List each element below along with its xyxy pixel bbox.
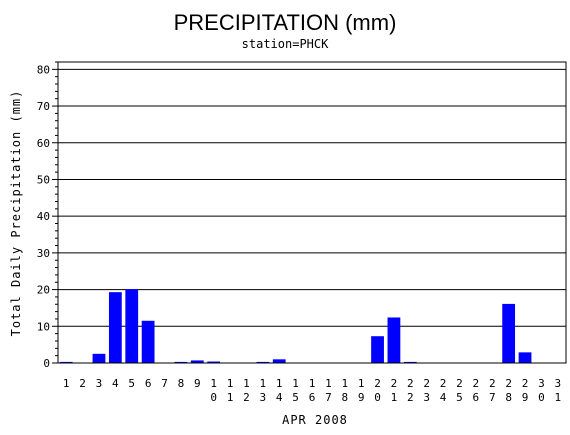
y-tick-label: 80 [37, 63, 50, 76]
x-tick-label: 4 [112, 377, 119, 390]
bar-day-1 [59, 361, 73, 363]
bar-day-29 [518, 352, 532, 363]
bar-day-21 [387, 317, 401, 363]
bar-day-28 [502, 303, 516, 363]
bar-day-8 [174, 361, 188, 363]
y-tick-label: 0 [43, 357, 50, 370]
y-tick-label: 50 [37, 173, 50, 186]
bar-day-9 [190, 360, 204, 363]
y-tick-label: 40 [37, 210, 50, 223]
y-tick-label: 30 [37, 247, 50, 260]
bars [59, 289, 532, 363]
y-axis-ticks: 0 10 20 30 40 50 60 70 80 [37, 61, 58, 370]
x-axis-label: APR 2008 [282, 413, 348, 427]
x-tick-label: 3 [96, 377, 103, 390]
x-tick-label: 2 [79, 377, 86, 390]
x-tick-label: 5 [128, 377, 135, 390]
bar-day-20 [371, 336, 384, 363]
bar-day-4 [108, 292, 122, 363]
bar-day-5 [125, 289, 139, 363]
y-tick-label: 70 [37, 100, 50, 113]
plot-frame [57, 61, 567, 364]
x-tick-label: 9 [194, 377, 201, 390]
chart-subtitle: station=PHCK [242, 37, 329, 51]
bar-day-14 [272, 359, 286, 363]
x-tick-label: 1 [63, 377, 70, 390]
y-tick-label: 60 [37, 137, 50, 150]
chart-title: PRECIPITATION (mm) [174, 10, 397, 35]
x-tick-label: 6 [145, 377, 152, 390]
y-axis-label: Total Daily Precipitation (mm) [9, 90, 23, 337]
x-axis-ticks: 1 2 3 4 5 6 7 8 9 1 01 11 21 31 41 51 61 71 81 92 02 12 22 32 42… [63, 377, 561, 404]
x-tick-label: 8 [178, 377, 185, 390]
bar-day-6 [141, 320, 155, 363]
bar-day-22 [403, 361, 417, 363]
grid-lines [58, 68, 566, 327]
bar-day-3 [92, 353, 106, 363]
y-tick-label: 20 [37, 284, 50, 297]
x-tick-label: 7 [161, 377, 168, 390]
bar-day-13 [256, 361, 270, 363]
bar-day-10 [207, 361, 221, 363]
y-tick-label: 10 [37, 320, 50, 333]
